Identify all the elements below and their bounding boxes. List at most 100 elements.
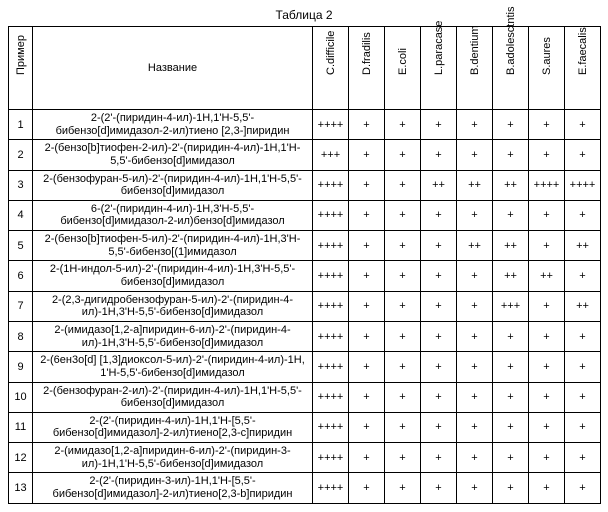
value-cell: + bbox=[349, 412, 385, 442]
value-cell: + bbox=[349, 352, 385, 382]
value-cell: ++ bbox=[565, 291, 601, 321]
value-cell: + bbox=[529, 231, 565, 261]
value-cell: + bbox=[565, 382, 601, 412]
value-cell: + bbox=[349, 110, 385, 140]
row-number: 2 bbox=[9, 140, 33, 170]
compound-name: 2-(бензо[b]тиофен-2-ил)-2'-(пиридин-4-ил… bbox=[33, 140, 313, 170]
value-cell: ++++ bbox=[313, 200, 349, 230]
value-cell: + bbox=[565, 473, 601, 503]
value-cell: + bbox=[493, 140, 529, 170]
value-cell: + bbox=[565, 140, 601, 170]
value-cell: + bbox=[529, 291, 565, 321]
value-cell: + bbox=[421, 352, 457, 382]
value-cell: +++ bbox=[493, 291, 529, 321]
value-cell: + bbox=[349, 231, 385, 261]
compound-name: 2-(1H-индол-5-ил)-2'-(пиридин-4-ил)-1H,3… bbox=[33, 261, 313, 291]
value-cell: + bbox=[385, 261, 421, 291]
compound-name: 2-(имидазо[1,2-a]пиридин-6-ил)-2'-(пирид… bbox=[33, 443, 313, 473]
header-num: Пример bbox=[9, 27, 33, 110]
compound-name: 6-(2'-(пиридин-4-ил)-1H,3'H-5,5'-бибензо… bbox=[33, 200, 313, 230]
value-cell: + bbox=[349, 170, 385, 200]
value-cell: + bbox=[349, 291, 385, 321]
value-cell: ++++ bbox=[313, 382, 349, 412]
value-cell: + bbox=[421, 110, 457, 140]
value-cell: + bbox=[385, 473, 421, 503]
table-row: 46-(2'-(пиридин-4-ил)-1H,3'H-5,5'-бибенз… bbox=[9, 200, 601, 230]
row-number: 8 bbox=[9, 321, 33, 351]
table-row: 112-(2'-(пиридин-4-ил)-1H,1'H-[5,5'-бибе… bbox=[9, 412, 601, 442]
value-cell: + bbox=[529, 352, 565, 382]
value-cell: + bbox=[421, 291, 457, 321]
value-cell: + bbox=[493, 412, 529, 442]
header-col-0: C.difficile bbox=[313, 27, 349, 110]
value-cell: + bbox=[493, 110, 529, 140]
value-cell: + bbox=[385, 321, 421, 351]
value-cell: + bbox=[529, 412, 565, 442]
value-cell: + bbox=[493, 321, 529, 351]
value-cell: ++ bbox=[493, 170, 529, 200]
compound-name: 2-(бензофуран-2-ил)-2'-(пиридин-4-ил)-1H… bbox=[33, 382, 313, 412]
row-number: 3 bbox=[9, 170, 33, 200]
value-cell: ++++ bbox=[313, 231, 349, 261]
value-cell: ++++ bbox=[565, 170, 601, 200]
value-cell: ++ bbox=[457, 231, 493, 261]
header-name: Название bbox=[33, 27, 313, 110]
value-cell: + bbox=[529, 443, 565, 473]
compound-name: 2-(6ен3о[d] [1,3]диоксол-5-ил)-2'-(пирид… bbox=[33, 352, 313, 382]
row-number: 4 bbox=[9, 200, 33, 230]
row-number: 7 bbox=[9, 291, 33, 321]
value-cell: + bbox=[565, 261, 601, 291]
header-col-2: E.coli bbox=[385, 27, 421, 110]
value-cell: + bbox=[421, 321, 457, 351]
table-row: 92-(6ен3о[d] [1,3]диоксол-5-ил)-2'-(пири… bbox=[9, 352, 601, 382]
value-cell: + bbox=[457, 473, 493, 503]
value-cell: + bbox=[529, 110, 565, 140]
header-col-4: B.dentium bbox=[457, 27, 493, 110]
value-cell: + bbox=[421, 261, 457, 291]
value-cell: + bbox=[493, 352, 529, 382]
value-cell: + bbox=[457, 352, 493, 382]
value-cell: + bbox=[421, 200, 457, 230]
table-row: 62-(1H-индол-5-ил)-2'-(пиридин-4-ил)-1H,… bbox=[9, 261, 601, 291]
value-cell: + bbox=[457, 291, 493, 321]
value-cell: + bbox=[493, 473, 529, 503]
value-cell: ++ bbox=[529, 261, 565, 291]
value-cell: ++++ bbox=[313, 170, 349, 200]
value-cell: + bbox=[421, 231, 457, 261]
value-cell: + bbox=[457, 412, 493, 442]
compound-name: 2-(имидазо[1,2-a]пиридин-6-ил)-2'-(пирид… bbox=[33, 321, 313, 351]
row-number: 1 bbox=[9, 110, 33, 140]
table-row: 132-(2'-(пиридин-3-ил)-1H,1'H-[5,5'-бибе… bbox=[9, 473, 601, 503]
value-cell: + bbox=[349, 321, 385, 351]
compound-name: 2-(2'-(пиридин-4-ил)-1H,1'H-[5,5'-бибенз… bbox=[33, 412, 313, 442]
header-col-1: D.fradilis bbox=[349, 27, 385, 110]
value-cell: + bbox=[457, 382, 493, 412]
table-row: 72-(2,3-дигидробензофуран-5-ил)-2'-(пири… bbox=[9, 291, 601, 321]
value-cell: + bbox=[385, 200, 421, 230]
value-cell: + bbox=[385, 140, 421, 170]
value-cell: + bbox=[349, 200, 385, 230]
value-cell: + bbox=[457, 443, 493, 473]
value-cell: ++++ bbox=[313, 291, 349, 321]
value-cell: ++ bbox=[493, 261, 529, 291]
value-cell: + bbox=[565, 443, 601, 473]
row-number: 5 bbox=[9, 231, 33, 261]
value-cell: + bbox=[385, 412, 421, 442]
value-cell: + bbox=[565, 412, 601, 442]
value-cell: + bbox=[529, 140, 565, 170]
value-cell: + bbox=[385, 231, 421, 261]
value-cell: + bbox=[385, 443, 421, 473]
table-row: 52-(бензо[b]тиофен-5-ил)-2'-(пиридин-4-и… bbox=[9, 231, 601, 261]
header-col-6: S.aures bbox=[529, 27, 565, 110]
compound-name: 2-(бензо[b]тиофен-5-ил)-2'-(пиридин-4-ил… bbox=[33, 231, 313, 261]
value-cell: + bbox=[493, 200, 529, 230]
value-cell: + bbox=[457, 110, 493, 140]
header-col-5: B.adolesctntis bbox=[493, 27, 529, 110]
value-cell: + bbox=[421, 382, 457, 412]
value-cell: + bbox=[385, 382, 421, 412]
value-cell: + bbox=[457, 321, 493, 351]
table-row: 122-(имидазо[1,2-a]пиридин-6-ил)-2'-(пир… bbox=[9, 443, 601, 473]
value-cell: ++ bbox=[421, 170, 457, 200]
row-number: 11 bbox=[9, 412, 33, 442]
value-cell: + bbox=[349, 382, 385, 412]
